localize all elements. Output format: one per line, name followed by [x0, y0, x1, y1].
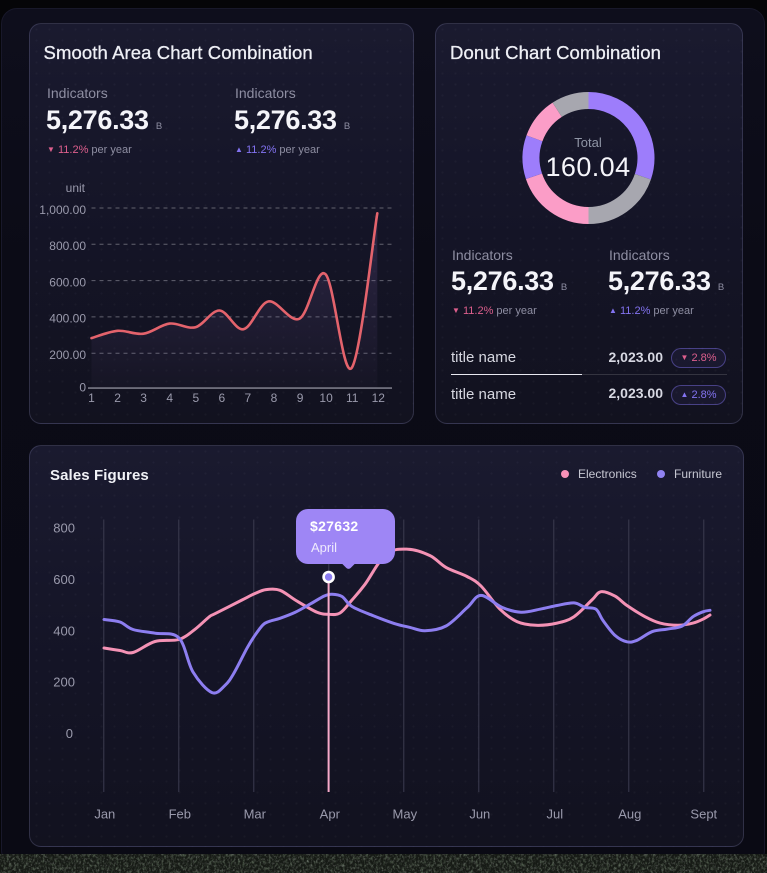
svg-text:6: 6 — [218, 391, 225, 405]
svg-text:0: 0 — [79, 381, 86, 395]
svg-text:Apr: Apr — [320, 807, 341, 822]
svg-text:400: 400 — [53, 624, 75, 639]
svg-text:7: 7 — [245, 391, 252, 405]
svg-text:3: 3 — [140, 391, 147, 405]
svg-text:200.00: 200.00 — [49, 348, 86, 362]
svg-text:11: 11 — [346, 391, 359, 405]
svg-text:12: 12 — [372, 391, 386, 405]
svg-text:200: 200 — [53, 675, 75, 690]
svg-text:Aug: Aug — [618, 807, 641, 822]
svg-text:2: 2 — [114, 391, 121, 405]
svg-text:800: 800 — [53, 521, 75, 536]
svg-text:600: 600 — [53, 572, 75, 587]
svg-text:9: 9 — [297, 391, 304, 405]
svg-text:May: May — [393, 807, 418, 822]
svg-text:5: 5 — [192, 391, 199, 405]
svg-text:800.00: 800.00 — [49, 239, 86, 253]
svg-text:0: 0 — [66, 726, 73, 741]
svg-text:1: 1 — [88, 391, 95, 405]
svg-text:Sept: Sept — [690, 807, 717, 822]
svg-text:1,000.00: 1,000.00 — [39, 203, 86, 217]
svg-text:4: 4 — [166, 391, 173, 405]
svg-text:Jul: Jul — [546, 807, 563, 822]
svg-text:Feb: Feb — [169, 807, 191, 822]
svg-text:10: 10 — [319, 391, 333, 405]
svg-text:8: 8 — [271, 391, 278, 405]
svg-text:unit: unit — [66, 181, 86, 195]
svg-text:600.00: 600.00 — [49, 275, 86, 289]
svg-text:400.00: 400.00 — [49, 312, 86, 326]
svg-text:Mar: Mar — [244, 807, 267, 822]
svg-text:Jan: Jan — [94, 807, 115, 822]
svg-text:Jun: Jun — [469, 807, 490, 822]
